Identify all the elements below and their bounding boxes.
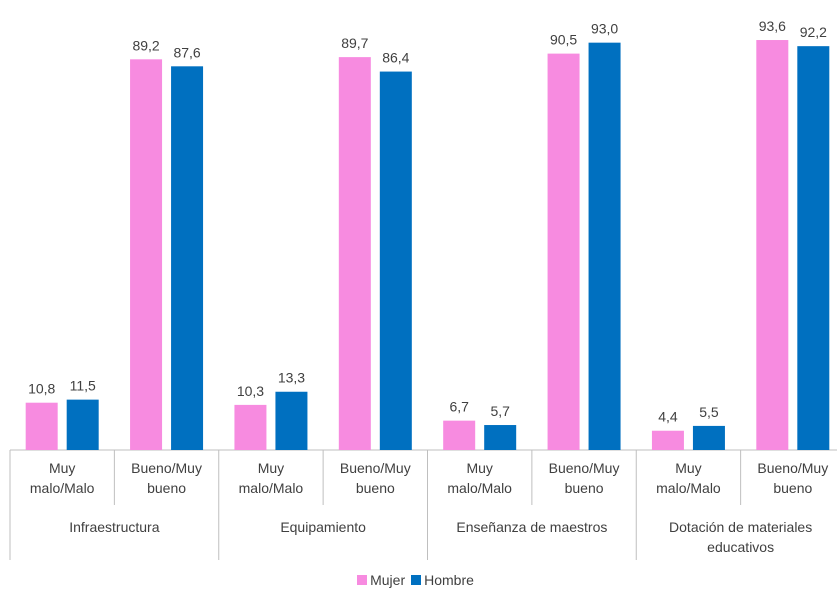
group-label: Infraestructura <box>69 519 160 535</box>
data-label: 10,3 <box>237 383 264 399</box>
legend-label: Hombre <box>424 572 474 588</box>
data-label: 90,5 <box>550 32 577 48</box>
bar <box>484 425 517 450</box>
data-label: 93,0 <box>591 21 618 37</box>
category-label: Muy malo/Malo <box>238 460 304 496</box>
data-label: 93,6 <box>759 18 786 34</box>
category-label: Bueno/Muy bueno <box>757 460 829 496</box>
bar <box>797 46 830 450</box>
bar <box>588 42 621 450</box>
category-label: Muy malo/Malo <box>656 460 721 496</box>
group-label: Dotación de materiales educativos <box>669 519 813 555</box>
legend-swatch <box>411 575 422 585</box>
bar <box>66 399 99 450</box>
bar <box>547 53 580 451</box>
group-label: Enseñanza de maestros <box>456 519 608 535</box>
data-label: 10,8 <box>28 381 55 397</box>
data-label: 89,7 <box>341 35 368 51</box>
group-label: Equipamiento <box>280 519 366 535</box>
bar <box>130 59 163 450</box>
legend-label: Mujer <box>370 572 406 588</box>
legend-swatch <box>357 575 368 585</box>
bar <box>171 66 204 450</box>
category-label: Bueno/Muy bueno <box>339 460 411 496</box>
bar <box>756 40 789 450</box>
category-label: Muy malo/Malo <box>29 460 95 496</box>
bar <box>379 71 412 451</box>
data-label: 4,4 <box>658 409 678 425</box>
data-label: 87,6 <box>173 44 200 60</box>
bar <box>234 404 267 450</box>
data-label: 92,2 <box>800 24 827 40</box>
data-label: 11,5 <box>70 378 96 394</box>
category-label: Bueno/Muy bueno <box>548 460 620 496</box>
data-label: 89,2 <box>132 37 159 53</box>
data-label: 5,5 <box>699 404 719 420</box>
data-label: 13,3 <box>278 370 305 386</box>
data-label: 5,7 <box>490 403 510 419</box>
category-label: Bueno/Muy bueno <box>131 460 202 496</box>
bar <box>651 430 684 450</box>
bar <box>443 420 476 450</box>
data-label: 6,7 <box>449 399 469 415</box>
category-label: Muy malo/Malo <box>447 460 512 496</box>
bar <box>692 425 725 450</box>
data-label: 86,4 <box>382 50 409 66</box>
legend: Mujer Hombre <box>0 572 837 588</box>
bar <box>338 57 371 450</box>
bar <box>275 391 308 450</box>
bar <box>25 402 58 450</box>
